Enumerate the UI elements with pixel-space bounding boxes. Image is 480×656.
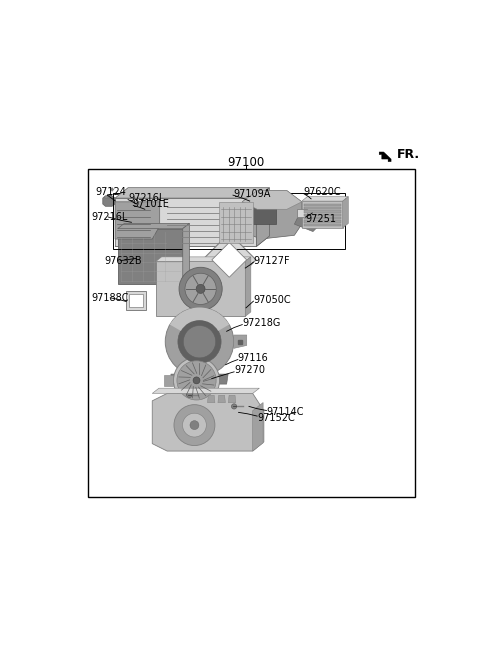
Text: 97270: 97270 — [234, 365, 265, 375]
Circle shape — [182, 413, 206, 437]
Polygon shape — [256, 188, 269, 247]
Polygon shape — [152, 388, 259, 394]
Polygon shape — [212, 243, 247, 277]
Text: 97109A: 97109A — [233, 189, 270, 199]
Bar — [302, 201, 343, 228]
Text: 97620C: 97620C — [304, 187, 341, 197]
Polygon shape — [115, 198, 256, 247]
Polygon shape — [242, 191, 302, 239]
Text: 97152C: 97152C — [257, 413, 295, 422]
Circle shape — [231, 404, 237, 409]
Polygon shape — [343, 197, 348, 228]
Text: 97116: 97116 — [238, 353, 269, 363]
Polygon shape — [207, 396, 215, 403]
Text: 97050C: 97050C — [253, 295, 291, 304]
Text: 97100: 97100 — [228, 155, 264, 169]
Bar — [304, 220, 341, 222]
Text: 97632B: 97632B — [104, 256, 142, 266]
Circle shape — [177, 361, 216, 400]
Bar — [156, 261, 245, 316]
Text: 97216L: 97216L — [128, 193, 165, 203]
Polygon shape — [212, 374, 228, 384]
Polygon shape — [234, 335, 247, 348]
Circle shape — [165, 308, 234, 376]
Polygon shape — [171, 374, 187, 384]
Text: 97114C: 97114C — [266, 407, 304, 417]
Polygon shape — [106, 196, 112, 198]
Polygon shape — [164, 375, 173, 386]
Polygon shape — [228, 396, 236, 403]
Text: 97188C: 97188C — [91, 293, 128, 303]
Text: 97216L: 97216L — [91, 212, 127, 222]
Polygon shape — [250, 202, 276, 224]
Circle shape — [178, 320, 221, 363]
Bar — [107, 194, 111, 197]
Circle shape — [193, 377, 200, 384]
Text: FR.: FR. — [396, 148, 420, 161]
Bar — [113, 193, 345, 249]
Polygon shape — [379, 152, 391, 161]
Polygon shape — [115, 188, 269, 198]
Circle shape — [174, 405, 215, 445]
Circle shape — [185, 274, 216, 304]
Polygon shape — [218, 396, 225, 403]
Circle shape — [196, 285, 205, 293]
Bar — [304, 207, 341, 209]
Bar — [297, 209, 307, 216]
Text: 97101E: 97101E — [132, 199, 169, 209]
Polygon shape — [156, 257, 251, 261]
Polygon shape — [203, 233, 256, 287]
Text: 97124: 97124 — [96, 187, 126, 197]
Bar — [304, 224, 341, 226]
Bar — [304, 203, 341, 206]
Circle shape — [179, 267, 222, 310]
Polygon shape — [187, 404, 206, 413]
Bar — [126, 291, 145, 310]
Polygon shape — [294, 205, 324, 232]
Wedge shape — [170, 308, 229, 331]
Bar — [304, 214, 341, 216]
Text: ◆: ◆ — [110, 188, 114, 192]
Polygon shape — [302, 197, 348, 201]
Polygon shape — [242, 191, 302, 209]
Bar — [219, 202, 252, 243]
Polygon shape — [115, 236, 269, 247]
Circle shape — [183, 325, 216, 358]
Polygon shape — [103, 196, 115, 206]
Polygon shape — [252, 403, 263, 451]
Text: 97218G: 97218G — [242, 318, 281, 328]
Bar — [129, 294, 143, 307]
Polygon shape — [152, 394, 264, 451]
Bar — [304, 217, 341, 219]
Polygon shape — [245, 257, 251, 316]
Polygon shape — [118, 224, 190, 228]
Polygon shape — [183, 224, 190, 283]
Text: 97251: 97251 — [305, 214, 336, 224]
Circle shape — [173, 358, 219, 403]
Circle shape — [186, 392, 192, 398]
Text: 97127F: 97127F — [253, 256, 290, 266]
Bar — [304, 211, 341, 213]
Polygon shape — [115, 202, 160, 239]
Bar — [88, 169, 415, 497]
Bar — [118, 228, 183, 283]
Circle shape — [190, 420, 199, 430]
